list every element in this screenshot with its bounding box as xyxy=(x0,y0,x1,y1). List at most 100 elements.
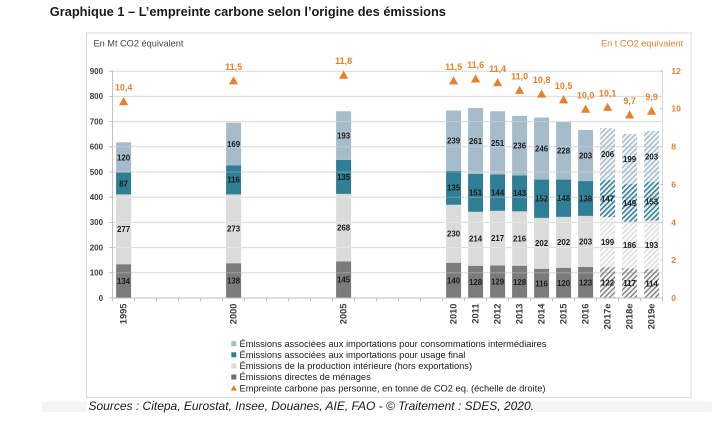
svg-text:134: 134 xyxy=(117,277,131,286)
svg-text:230: 230 xyxy=(447,230,461,239)
svg-text:149: 149 xyxy=(623,199,637,208)
svg-text:300: 300 xyxy=(90,218,104,227)
svg-text:273: 273 xyxy=(227,225,241,234)
svg-text:11,5: 11,5 xyxy=(445,62,462,72)
svg-text:11,0: 11,0 xyxy=(511,71,528,81)
svg-text:203: 203 xyxy=(579,237,593,246)
svg-text:239: 239 xyxy=(447,137,461,146)
svg-text:138: 138 xyxy=(227,277,241,286)
svg-text:12: 12 xyxy=(671,66,681,76)
svg-text:203: 203 xyxy=(645,152,659,161)
svg-text:2015: 2015 xyxy=(559,304,569,325)
svg-text:143: 143 xyxy=(513,189,527,198)
svg-text:Émissions associées aux import: Émissions associées aux importations pou… xyxy=(240,350,466,360)
svg-text:2: 2 xyxy=(671,255,676,265)
svg-text:120: 120 xyxy=(557,279,571,288)
svg-text:2014: 2014 xyxy=(537,303,547,325)
svg-text:10,0: 10,0 xyxy=(577,90,595,100)
svg-text:217: 217 xyxy=(491,234,505,243)
svg-text:147: 147 xyxy=(601,195,615,204)
svg-text:206: 206 xyxy=(601,150,615,159)
svg-text:214: 214 xyxy=(469,235,483,244)
svg-text:700: 700 xyxy=(90,117,104,126)
svg-text:En Mt CO2 équivalent: En Mt CO2 équivalent xyxy=(94,38,184,48)
svg-text:135: 135 xyxy=(447,184,461,193)
svg-text:123: 123 xyxy=(579,278,593,287)
svg-text:251: 251 xyxy=(491,139,505,148)
svg-text:Empreinte carbone pas personne: Empreinte carbone pas personne, en tonne… xyxy=(240,383,546,393)
svg-text:236: 236 xyxy=(513,141,527,150)
svg-text:9,9: 9,9 xyxy=(645,92,658,102)
svg-text:10,1: 10,1 xyxy=(599,88,617,98)
svg-text:800: 800 xyxy=(90,92,104,101)
svg-text:128: 128 xyxy=(513,278,527,287)
svg-text:193: 193 xyxy=(337,132,351,141)
svg-text:2017e: 2017e xyxy=(603,304,613,330)
svg-text:148: 148 xyxy=(557,194,571,203)
svg-text:144: 144 xyxy=(491,189,505,198)
svg-text:10: 10 xyxy=(671,104,681,114)
svg-text:128: 128 xyxy=(469,278,483,287)
svg-text:2012: 2012 xyxy=(493,304,503,325)
svg-text:129: 129 xyxy=(491,278,505,287)
svg-text:Graphique 1 – L’empreinte carb: Graphique 1 – L’empreinte carbone selon … xyxy=(50,4,446,19)
svg-text:Sources : Citepa, Eurostat, In: Sources : Citepa, Eurostat, Insee, Douan… xyxy=(89,399,534,413)
svg-text:169: 169 xyxy=(227,140,241,149)
svg-text:140: 140 xyxy=(447,276,461,285)
svg-text:87: 87 xyxy=(119,179,128,188)
svg-text:900: 900 xyxy=(90,67,104,76)
svg-text:2019e: 2019e xyxy=(647,304,657,330)
svg-text:2005: 2005 xyxy=(339,304,349,325)
svg-text:2013: 2013 xyxy=(515,304,525,325)
svg-text:2018e: 2018e xyxy=(625,304,635,330)
svg-text:10,4: 10,4 xyxy=(115,83,133,93)
svg-text:11,8: 11,8 xyxy=(335,56,352,66)
svg-text:8: 8 xyxy=(671,142,676,152)
svg-text:Émissions de la production int: Émissions de la production intérieure (h… xyxy=(240,361,473,371)
svg-text:117: 117 xyxy=(623,279,636,288)
svg-text:100: 100 xyxy=(90,269,104,278)
svg-text:10,8: 10,8 xyxy=(533,75,551,85)
svg-text:0: 0 xyxy=(99,294,104,303)
svg-text:216: 216 xyxy=(513,234,527,243)
svg-text:199: 199 xyxy=(623,155,637,164)
svg-text:9,7: 9,7 xyxy=(623,96,636,106)
svg-text:152: 152 xyxy=(535,195,549,204)
svg-text:Émissions directes de ménages: Émissions directes de ménages xyxy=(240,372,372,382)
svg-text:186: 186 xyxy=(623,241,637,250)
svg-text:2016: 2016 xyxy=(581,304,591,325)
svg-text:2010: 2010 xyxy=(449,304,459,325)
svg-text:203: 203 xyxy=(579,151,593,160)
svg-text:228: 228 xyxy=(557,147,571,156)
svg-text:11,6: 11,6 xyxy=(467,60,484,70)
svg-text:202: 202 xyxy=(535,239,549,248)
svg-text:268: 268 xyxy=(337,224,351,233)
svg-text:151: 151 xyxy=(469,189,483,198)
svg-text:135: 135 xyxy=(337,173,351,182)
svg-text:10,5: 10,5 xyxy=(555,81,573,91)
svg-text:261: 261 xyxy=(469,137,483,146)
svg-text:0: 0 xyxy=(671,293,676,303)
svg-text:11,5: 11,5 xyxy=(225,62,242,72)
svg-text:200: 200 xyxy=(90,243,104,252)
svg-text:202: 202 xyxy=(557,238,571,247)
svg-text:193: 193 xyxy=(645,241,659,250)
svg-text:400: 400 xyxy=(90,193,104,202)
svg-text:122: 122 xyxy=(601,279,615,288)
svg-text:145: 145 xyxy=(337,276,351,285)
svg-text:6: 6 xyxy=(671,179,676,189)
svg-text:500: 500 xyxy=(90,168,104,177)
svg-text:1995: 1995 xyxy=(119,304,129,325)
svg-text:2000: 2000 xyxy=(229,304,239,325)
svg-text:120: 120 xyxy=(117,153,131,162)
svg-text:246: 246 xyxy=(535,145,549,154)
svg-text:En t CO2 equivalent: En t CO2 equivalent xyxy=(601,38,684,48)
svg-text:4: 4 xyxy=(671,217,676,227)
svg-text:116: 116 xyxy=(535,279,548,288)
svg-text:116: 116 xyxy=(227,176,240,185)
svg-text:11,4: 11,4 xyxy=(489,64,506,74)
svg-text:2011: 2011 xyxy=(471,304,481,324)
svg-text:Émissions associées aux import: Émissions associées aux importations pou… xyxy=(240,339,547,349)
svg-text:600: 600 xyxy=(90,143,104,152)
svg-text:153: 153 xyxy=(645,197,659,206)
